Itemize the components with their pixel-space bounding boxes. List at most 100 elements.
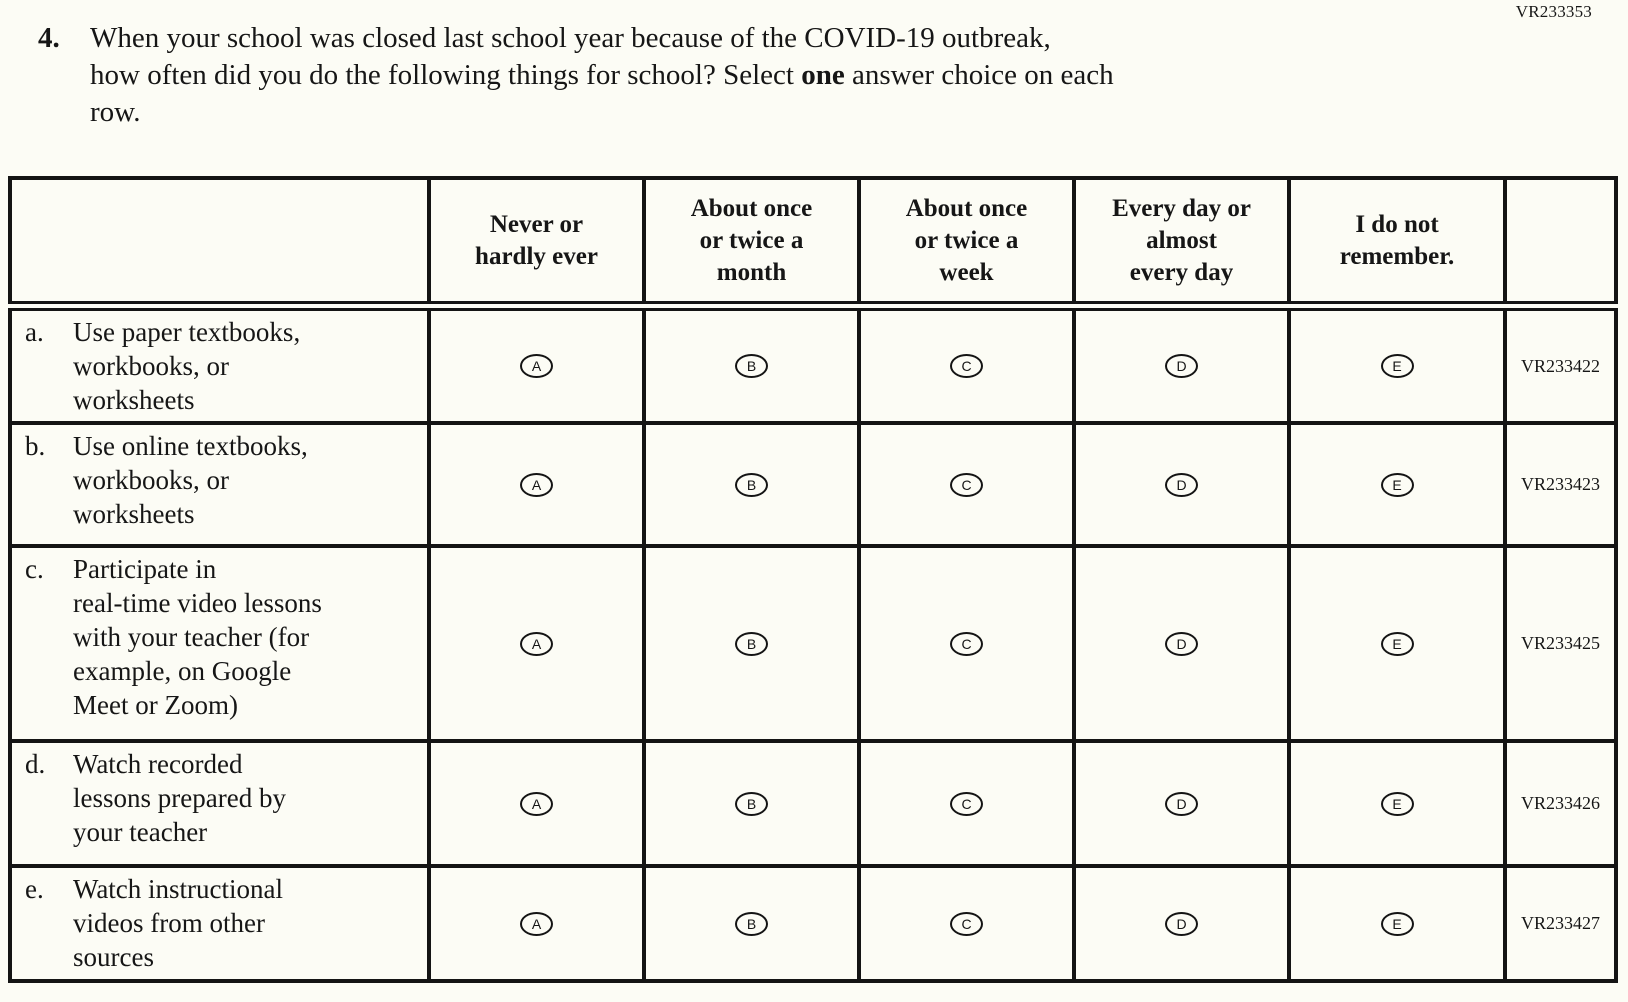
question-number: 4. xyxy=(38,22,60,54)
header-label: Every day or almost every day xyxy=(1112,194,1251,286)
answer-cell: A xyxy=(427,421,646,549)
header-once-twice-month: About once or twice a month xyxy=(642,176,861,311)
answer-bubble-a[interactable]: A xyxy=(520,791,553,816)
answer-cell: D xyxy=(1072,421,1291,549)
answer-cell: D xyxy=(1072,303,1291,426)
grid-body: a. Use paper textbooks, workbooks, or wo… xyxy=(8,303,1618,984)
header-empty-code-col xyxy=(1503,176,1618,311)
answer-bubble-b[interactable]: B xyxy=(735,791,768,816)
answer-bubble-c[interactable]: C xyxy=(950,631,983,656)
question-block: 4. When your school was closed last scho… xyxy=(38,20,1114,131)
row-item-code: VR233422 xyxy=(1503,303,1618,426)
answer-cell: B xyxy=(642,303,861,426)
row-label: a. Use paper textbooks, workbooks, or wo… xyxy=(25,315,421,417)
header-label: About once or twice a week xyxy=(905,194,1028,286)
row-item-code: VR233427 xyxy=(1503,864,1618,984)
row-item-code: VR233425 xyxy=(1503,544,1618,744)
answer-cell: B xyxy=(642,739,861,869)
question-text-before: When your school was closed last school … xyxy=(90,22,1051,92)
answer-bubble-d[interactable]: D xyxy=(1165,911,1198,936)
header-every-day: Every day or almost every day xyxy=(1072,176,1291,311)
row-letter: e. xyxy=(25,874,44,905)
row-label-text: Use online textbooks, workbooks, or work… xyxy=(73,431,308,530)
answer-cell: C xyxy=(857,421,1076,549)
header-label: About once or twice a month xyxy=(690,194,813,286)
row-letter: c. xyxy=(25,554,44,585)
row-item-code: VR233426 xyxy=(1503,739,1618,869)
answer-cell: E xyxy=(1287,303,1507,426)
answer-bubble-c[interactable]: C xyxy=(950,791,983,816)
answer-bubble-e[interactable]: E xyxy=(1380,472,1414,497)
answer-bubble-c[interactable]: C xyxy=(950,354,983,379)
row-item-code: VR233423 xyxy=(1503,421,1618,549)
answer-cell: C xyxy=(857,739,1076,869)
row-letter: a. xyxy=(25,317,44,347)
row-label: b. Use online textbooks, workbooks, or w… xyxy=(25,429,421,531)
row-c: c. Participate in real-time video lesson… xyxy=(8,544,1618,744)
answer-bubble-d[interactable]: D xyxy=(1165,631,1198,656)
answer-bubble-d[interactable]: D xyxy=(1165,472,1198,497)
answer-bubble-a[interactable]: A xyxy=(520,631,553,656)
row-label-cell: c. Participate in real-time video lesson… xyxy=(8,544,431,744)
answer-bubble-b[interactable]: B xyxy=(735,911,768,936)
question-text: When your school was closed last school … xyxy=(90,20,1114,131)
answer-cell: D xyxy=(1072,864,1291,984)
row-label-text: Watch recorded lessons prepared by your … xyxy=(73,749,286,848)
answer-cell: A xyxy=(427,303,646,426)
header-never-or-hardly-ever: Never or hardly ever xyxy=(427,176,646,311)
answer-cell: E xyxy=(1287,421,1507,549)
answer-cell: D xyxy=(1072,544,1291,744)
answer-bubble-a[interactable]: A xyxy=(520,472,553,497)
answer-cell: B xyxy=(642,864,861,984)
answer-cell: A xyxy=(427,739,646,869)
header-label: Never or hardly ever xyxy=(475,210,598,270)
answer-bubble-b[interactable]: B xyxy=(735,472,768,497)
row-label: e. Watch instructional videos from other… xyxy=(25,872,421,974)
row-label: d. Watch recorded lessons prepared by yo… xyxy=(25,747,421,849)
row-label-cell: d. Watch recorded lessons prepared by yo… xyxy=(8,739,431,869)
answer-bubble-d[interactable]: D xyxy=(1165,791,1198,816)
row-a: a. Use paper textbooks, workbooks, or wo… xyxy=(8,303,1618,426)
answer-bubble-b[interactable]: B xyxy=(735,354,768,379)
answer-bubble-e[interactable]: E xyxy=(1380,354,1414,379)
answer-cell: C xyxy=(857,544,1076,744)
page-item-code: VR233353 xyxy=(1515,2,1592,21)
answer-bubble-e[interactable]: E xyxy=(1380,911,1414,936)
answer-bubble-b[interactable]: B xyxy=(735,631,768,656)
answer-cell: D xyxy=(1072,739,1291,869)
header-do-not-remember: I do not remember. xyxy=(1287,176,1507,311)
answer-cell: C xyxy=(857,864,1076,984)
header-empty-item-col xyxy=(8,176,431,311)
row-d: d. Watch recorded lessons prepared by yo… xyxy=(8,739,1618,869)
answer-cell: A xyxy=(427,864,646,984)
row-e: e. Watch instructional videos from other… xyxy=(8,864,1618,984)
answer-cell: A xyxy=(427,544,646,744)
row-letter: d. xyxy=(25,749,46,780)
header-label: I do not remember. xyxy=(1339,210,1455,270)
answer-bubble-a[interactable]: A xyxy=(520,354,553,379)
row-label-text: Participate in real-time video lessons w… xyxy=(73,554,322,721)
answer-cell: E xyxy=(1287,544,1507,744)
header-row: Never or hardly ever About once or twice… xyxy=(8,176,1618,311)
row-letter: b. xyxy=(25,431,46,462)
answer-cell: B xyxy=(642,421,861,549)
answer-bubble-e[interactable]: E xyxy=(1380,791,1414,816)
answer-bubble-d[interactable]: D xyxy=(1165,354,1198,379)
answer-cell: B xyxy=(642,544,861,744)
row-label: c. Participate in real-time video lesson… xyxy=(25,552,421,722)
row-label-text: Use paper textbooks, workbooks, or works… xyxy=(73,317,301,416)
row-label-text: Watch instructional videos from other so… xyxy=(73,874,284,973)
answer-bubble-a[interactable]: A xyxy=(520,911,553,936)
answer-bubble-c[interactable]: C xyxy=(950,911,983,936)
row-label-cell: e. Watch instructional videos from other… xyxy=(8,864,431,984)
grid-header: Never or hardly ever About once or twice… xyxy=(8,176,1618,311)
question-bold-word: one xyxy=(801,59,845,92)
response-grid: Never or hardly ever About once or twice… xyxy=(8,176,1618,984)
answer-bubble-c[interactable]: C xyxy=(950,472,983,497)
row-label-cell: a. Use paper textbooks, workbooks, or wo… xyxy=(8,303,431,426)
answer-bubble-e[interactable]: E xyxy=(1380,631,1414,656)
question-text-after: answer choice on each row. xyxy=(90,59,1114,129)
answer-cell: E xyxy=(1287,739,1507,869)
answer-cell: E xyxy=(1287,864,1507,984)
header-once-twice-week: About once or twice a week xyxy=(857,176,1076,311)
